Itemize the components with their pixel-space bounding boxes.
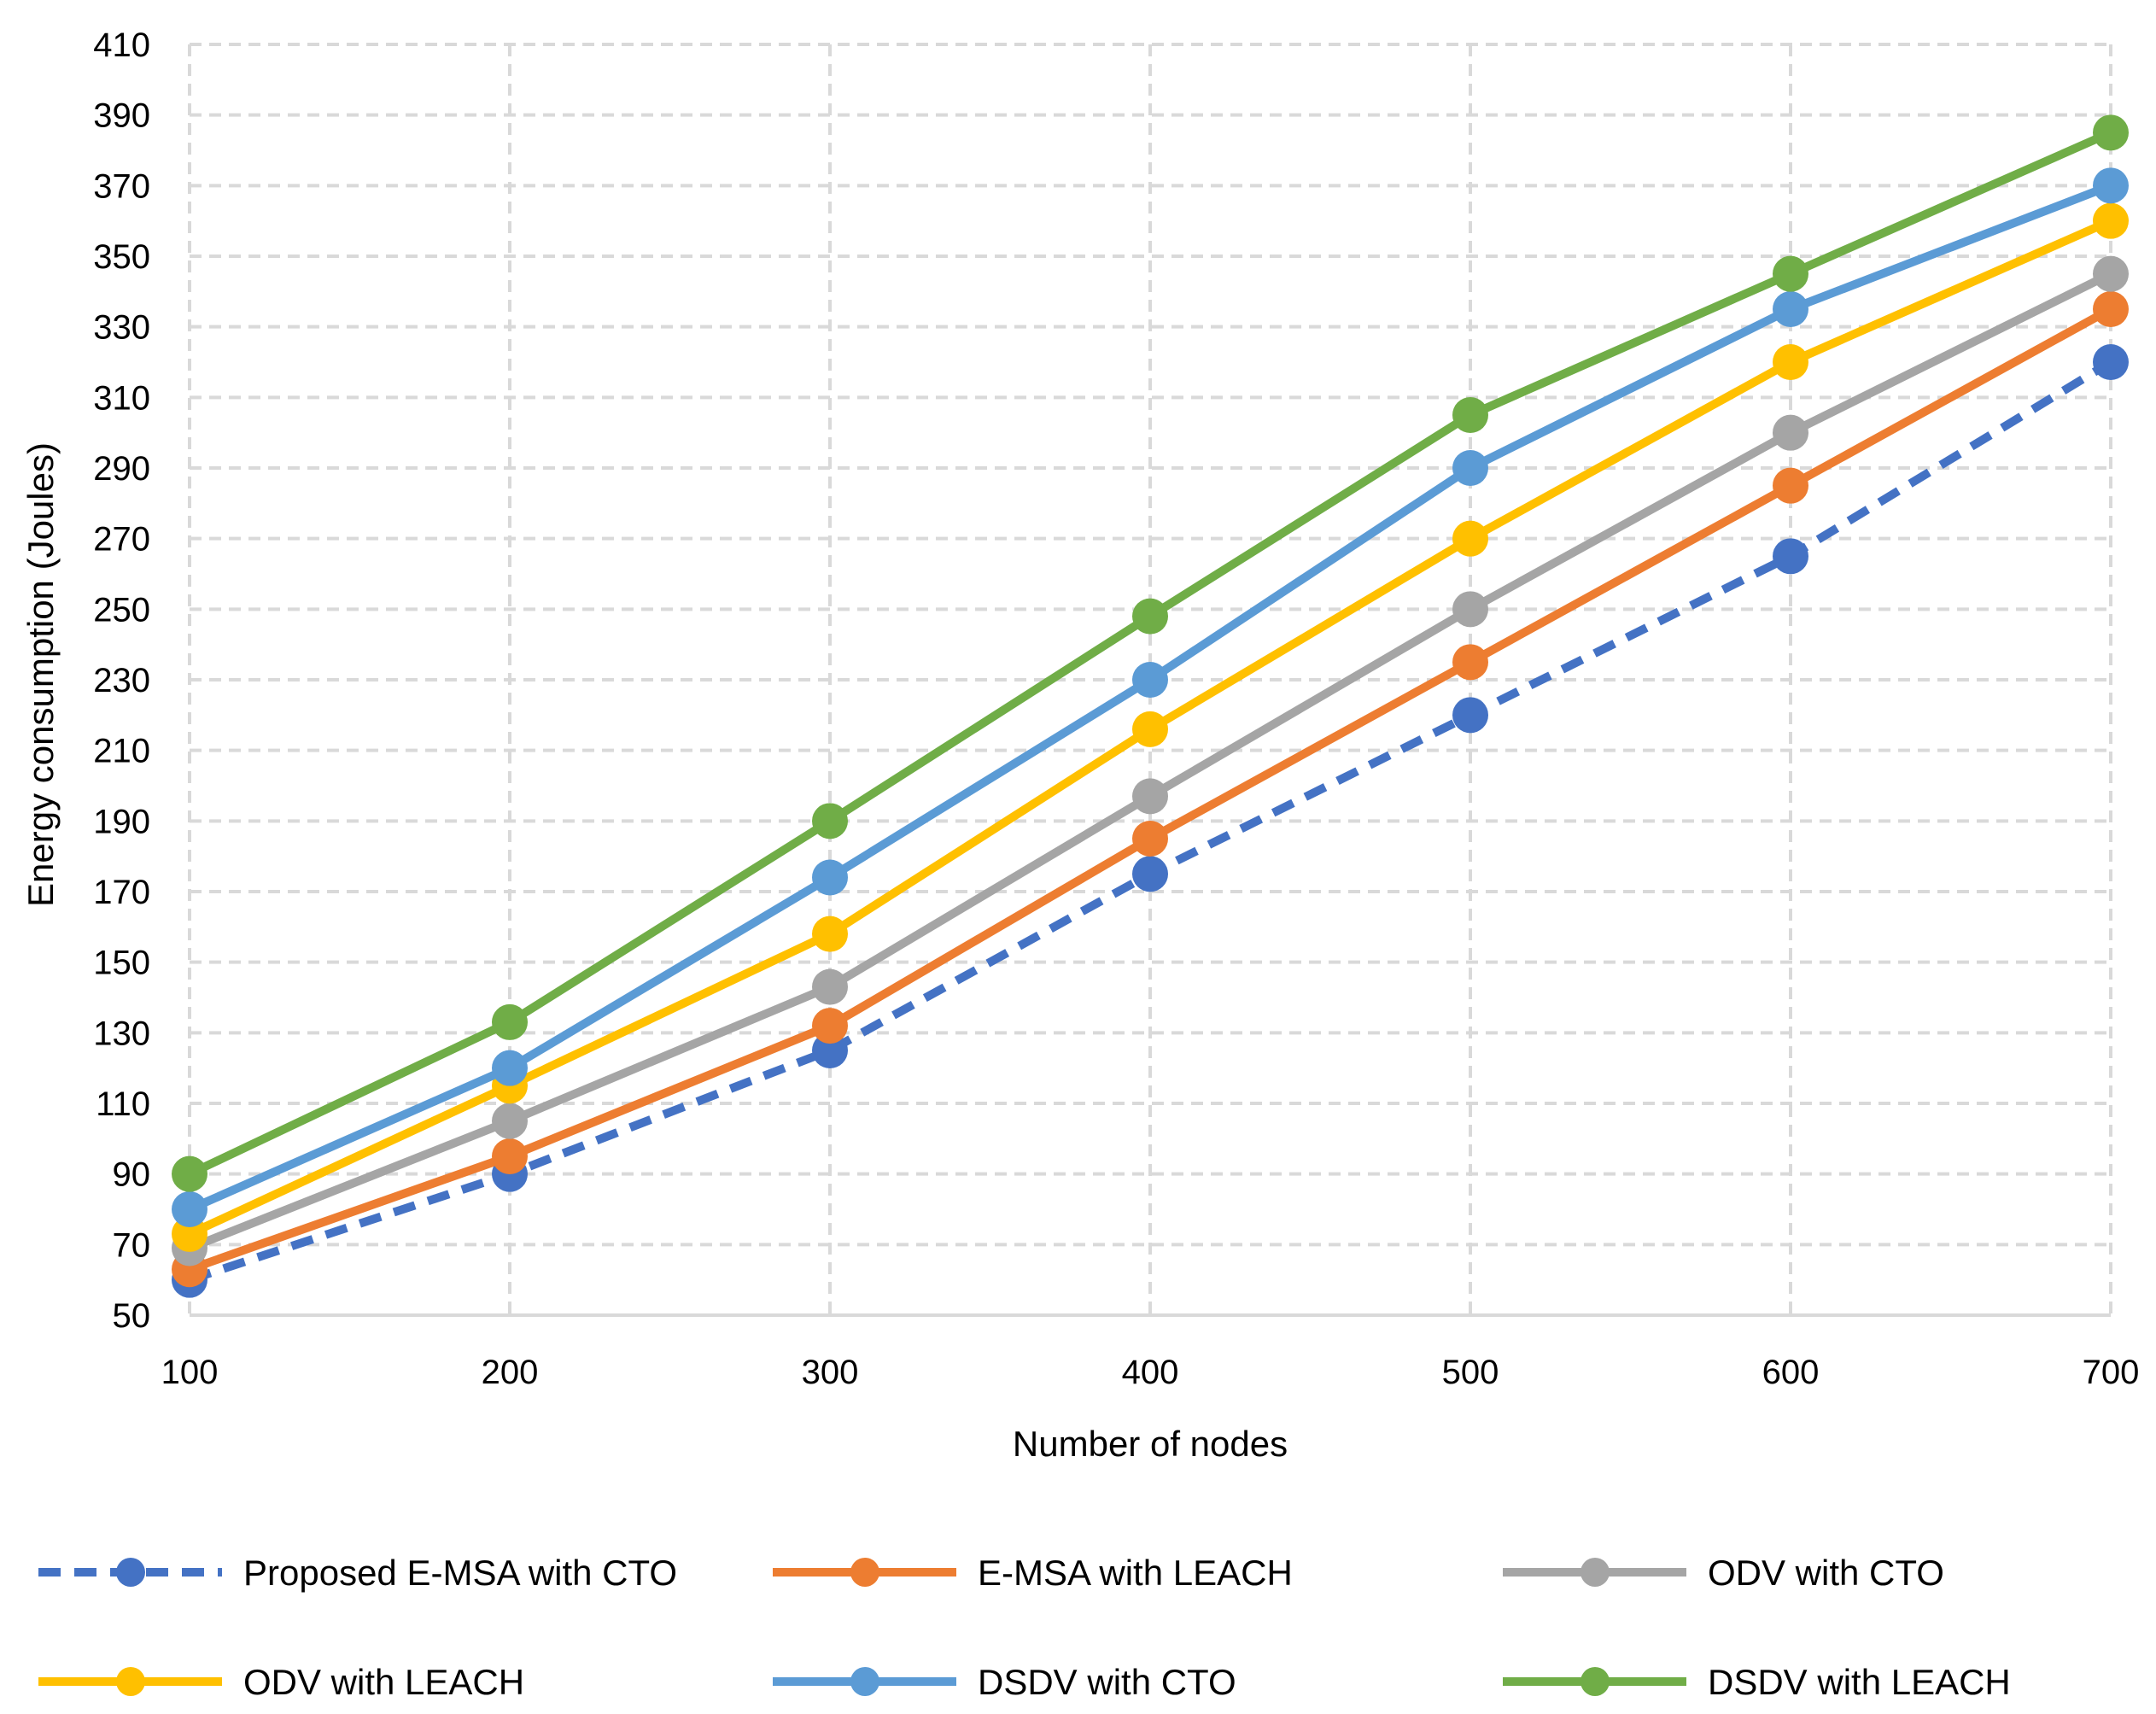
y-axis-title: Energy consumption (Joules): [20, 442, 61, 907]
x-tick-label: 300: [802, 1354, 859, 1391]
data-point: [812, 1008, 848, 1044]
legend-item: DSDV with CTO: [773, 1662, 1236, 1702]
x-tick-label: 500: [1442, 1354, 1499, 1391]
y-tick-label: 150: [93, 945, 150, 982]
x-tick-label: 600: [1762, 1354, 1820, 1391]
y-tick-label: 170: [93, 874, 150, 911]
y-tick-label: 250: [93, 591, 150, 629]
legend-label: DSDV with LEACH: [1708, 1662, 2011, 1702]
data-point: [1773, 414, 1808, 451]
series-dsdv-with-cto: [172, 167, 2129, 1227]
data-point: [1452, 520, 1488, 557]
tick-labels: 50 70 90 110 130 150 170 190 210 230 250 270 290 310 3…: [93, 26, 2139, 1391]
y-tick-label: 190: [93, 803, 150, 840]
y-tick-label: 110: [96, 1085, 150, 1123]
y-tick-label: 350: [93, 238, 150, 276]
data-point: [1452, 397, 1488, 433]
data-point: [812, 859, 848, 896]
data-point: [1452, 591, 1488, 628]
y-tick-label: 370: [93, 167, 150, 205]
legend-label: E-MSA with LEACH: [978, 1553, 1293, 1593]
data-point: [2093, 114, 2129, 151]
legend-swatch-marker: [1580, 1667, 1610, 1696]
legend-label: Proposed E-MSA with CTO: [243, 1553, 677, 1593]
data-point: [492, 1050, 528, 1086]
y-tick-label: 410: [93, 26, 150, 64]
legend-item: ODV with LEACH: [38, 1662, 524, 1702]
data-point: [2093, 344, 2129, 380]
series-layer: [172, 114, 2129, 1298]
y-tick-label: 310: [93, 379, 150, 417]
x-axis-title: Number of nodes: [1013, 1424, 1288, 1464]
data-point: [1132, 821, 1168, 857]
y-tick-label: 270: [93, 521, 150, 559]
data-point: [2093, 202, 2129, 239]
legend-item: E-MSA with LEACH: [773, 1553, 1293, 1593]
y-tick-label: 330: [93, 309, 150, 347]
legend-swatch-marker: [1580, 1558, 1610, 1587]
y-tick-label: 70: [113, 1226, 151, 1264]
y-tick-label: 390: [93, 97, 150, 135]
legend-item: ODV with CTO: [1503, 1553, 1944, 1593]
data-point: [1132, 856, 1168, 892]
y-tick-label: 50: [113, 1297, 151, 1335]
data-point: [172, 1191, 207, 1227]
data-point: [812, 915, 848, 952]
legend-swatch-marker: [850, 1667, 879, 1696]
data-point: [1452, 697, 1488, 734]
data-point: [1773, 467, 1808, 504]
data-point: [2093, 255, 2129, 292]
y-tick-label: 90: [113, 1156, 151, 1194]
data-point: [812, 803, 848, 839]
data-point: [812, 1032, 848, 1068]
y-tick-label: 230: [93, 662, 150, 699]
data-point: [172, 1155, 207, 1192]
legend-label: ODV with LEACH: [243, 1662, 524, 1702]
data-point: [172, 1215, 207, 1252]
data-point: [492, 1003, 528, 1040]
data-point: [1773, 344, 1808, 380]
data-point: [1132, 711, 1168, 747]
series-dsdv-with-leach: [172, 114, 2129, 1192]
data-point: [1773, 291, 1808, 327]
data-point: [812, 968, 848, 1005]
y-tick-label: 210: [93, 733, 150, 770]
y-tick-label: 290: [93, 450, 150, 488]
data-point: [1773, 255, 1808, 292]
legend: Proposed E-MSA with CTO E-MSA with LEACH O…: [38, 1553, 2011, 1702]
x-tick-label: 400: [1122, 1354, 1179, 1391]
data-point: [492, 1103, 528, 1139]
x-tick-label: 200: [482, 1354, 539, 1391]
legend-item: Proposed E-MSA with CTO: [38, 1553, 677, 1593]
data-point: [1452, 450, 1488, 486]
data-point: [1773, 538, 1808, 575]
data-point: [2093, 291, 2129, 327]
data-point: [2093, 167, 2129, 204]
data-point: [1132, 662, 1168, 698]
legend-swatch-marker: [116, 1558, 145, 1587]
x-tick-label: 700: [2083, 1354, 2140, 1391]
legend-label: DSDV with CTO: [978, 1662, 1236, 1702]
data-point: [1132, 778, 1168, 815]
data-point: [1132, 598, 1168, 635]
y-tick-label: 130: [93, 1015, 150, 1052]
data-point: [1452, 644, 1488, 681]
legend-label: ODV with CTO: [1708, 1553, 1944, 1593]
series-odv-with-cto: [172, 255, 2129, 1266]
data-point: [492, 1138, 528, 1174]
legend-swatch-marker: [850, 1558, 879, 1587]
x-tick-label: 100: [161, 1354, 219, 1391]
legend-swatch-marker: [116, 1667, 145, 1696]
legend-item: DSDV with LEACH: [1503, 1662, 2011, 1702]
